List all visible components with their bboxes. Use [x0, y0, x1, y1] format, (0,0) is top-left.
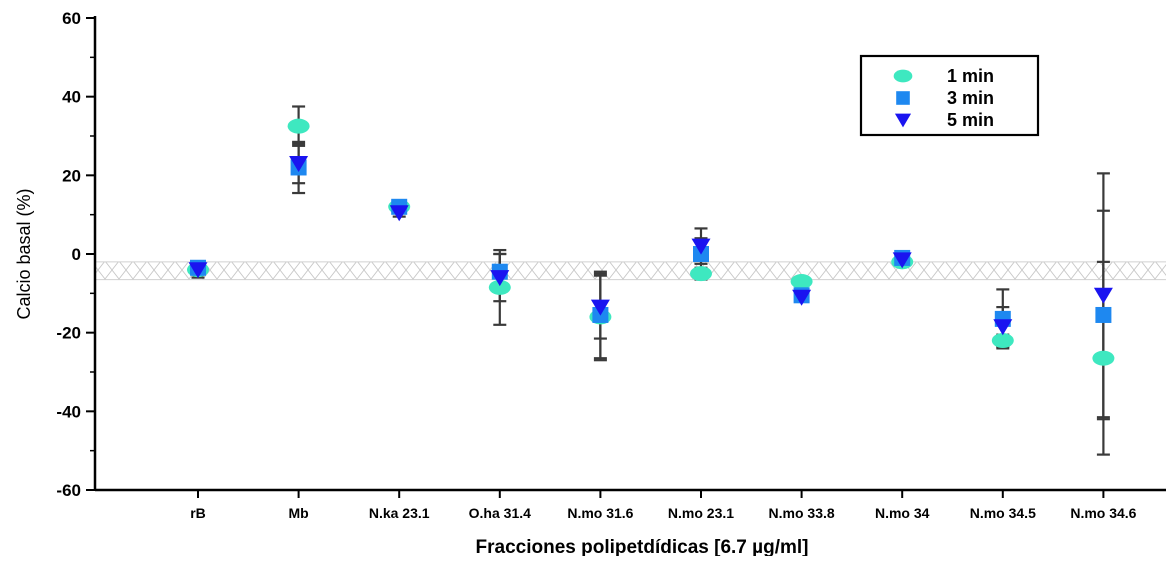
data-point [792, 289, 812, 306]
data-point [389, 205, 409, 222]
data-point [993, 319, 1013, 336]
data-point [991, 333, 1014, 349]
y-axis-label: Calcio basal (%) [14, 188, 34, 319]
legend-label: 3 min [947, 88, 994, 108]
data-point [590, 299, 610, 316]
data-point [690, 266, 712, 282]
legend-box [859, 54, 1040, 137]
data-point [188, 262, 208, 279]
x-tick-label: O.ha 31.4 [469, 505, 531, 521]
data-point [1092, 350, 1115, 366]
x-axis-label: Fracciones polipetdídicas [6.7 µg/ml] [476, 537, 809, 556]
legend-marker [894, 113, 912, 128]
y-tick-label: 60 [62, 9, 81, 28]
x-tick-label: N.ka 23.1 [369, 505, 430, 521]
legend-label: 5 min [947, 110, 994, 130]
y-tick-label: 20 [62, 166, 81, 185]
x-tick-label: Mb [288, 505, 308, 521]
legend-marker [893, 69, 913, 83]
y-tick-label: -60 [56, 481, 81, 500]
data-point [790, 274, 813, 290]
data-point [287, 118, 310, 134]
y-tick-label: -20 [56, 324, 81, 343]
y-tick-label: 0 [72, 245, 81, 264]
data-point [488, 279, 511, 295]
x-tick-label: N.mo 34.5 [970, 505, 1036, 521]
data-point [1095, 306, 1112, 323]
legend-marker [896, 91, 910, 105]
x-tick-label: N.mo 23.1 [668, 505, 734, 521]
data-point [289, 156, 309, 173]
data-point [892, 252, 912, 269]
data-point [1093, 287, 1113, 304]
data-point [490, 270, 510, 287]
x-tick-label: N.mo 34 [875, 505, 930, 521]
y-tick-label: 40 [62, 88, 81, 107]
x-tick-label: N.mo 31.6 [567, 505, 633, 521]
data-point [691, 238, 711, 255]
reference-band [95, 261, 1166, 280]
y-tick-label: -40 [56, 402, 81, 421]
legend-label: 1 min [947, 66, 994, 86]
x-tick-label: N.mo 33.8 [769, 505, 835, 521]
x-tick-label: rB [190, 505, 206, 521]
x-tick-label: N.mo 34.6 [1070, 505, 1136, 521]
